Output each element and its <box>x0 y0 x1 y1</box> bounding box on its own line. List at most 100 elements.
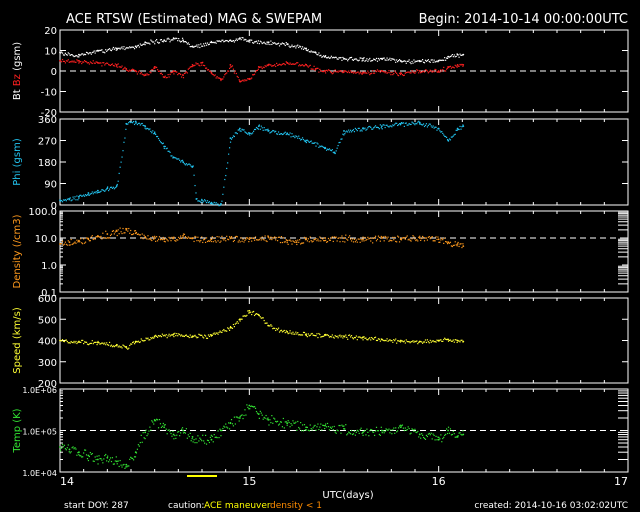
data-point <box>65 449 67 451</box>
data-point <box>271 43 273 46</box>
data-point <box>253 73 256 75</box>
data-point <box>442 69 444 71</box>
data-point <box>122 464 124 466</box>
data-point <box>82 53 84 55</box>
data-point <box>361 337 363 339</box>
data-point <box>357 127 359 130</box>
data-point <box>246 404 248 406</box>
data-point <box>412 122 414 124</box>
data-point <box>188 237 190 239</box>
data-point <box>247 310 249 312</box>
data-point <box>107 49 109 51</box>
data-point <box>303 236 306 239</box>
data-point <box>312 240 314 242</box>
data-point <box>246 40 248 43</box>
data-point <box>299 137 301 140</box>
data-point <box>445 338 447 340</box>
data-point <box>408 341 410 343</box>
data-point <box>421 235 424 238</box>
data-point <box>236 236 238 238</box>
data-point <box>156 135 158 138</box>
data-point <box>239 81 241 83</box>
data-point <box>193 174 195 176</box>
data-point <box>287 332 289 335</box>
data-point <box>193 439 195 441</box>
data-point <box>108 237 110 239</box>
data-point <box>311 429 313 431</box>
data-point <box>201 198 203 201</box>
data-point <box>207 69 210 71</box>
data-point <box>441 70 443 72</box>
data-point <box>142 74 144 76</box>
data-point <box>216 332 218 334</box>
data-point <box>339 70 341 73</box>
data-point <box>166 76 168 79</box>
data-point <box>163 145 166 148</box>
data-point <box>85 51 88 54</box>
data-point <box>305 237 308 239</box>
data-point <box>150 239 152 241</box>
data-point <box>429 339 431 341</box>
data-point <box>280 133 283 135</box>
data-point <box>157 238 160 240</box>
data-point <box>144 339 146 342</box>
data-point <box>240 80 242 83</box>
data-point <box>167 150 169 152</box>
data-point <box>140 44 142 46</box>
data-point <box>272 42 274 44</box>
data-point <box>265 322 267 324</box>
data-point <box>400 425 403 427</box>
data-point <box>306 65 308 67</box>
data-point <box>99 62 101 64</box>
data-point <box>105 230 107 232</box>
data-point <box>308 141 310 143</box>
data-point <box>293 333 295 335</box>
data-point <box>395 61 397 63</box>
data-point <box>248 404 251 407</box>
data-point <box>240 38 242 41</box>
data-point <box>161 333 163 335</box>
data-point <box>330 150 332 152</box>
data-point <box>244 409 246 411</box>
data-point <box>242 315 244 317</box>
data-point <box>368 126 370 128</box>
data-point <box>172 433 175 436</box>
data-point <box>217 77 219 79</box>
data-point <box>410 62 412 65</box>
data-point <box>412 428 414 431</box>
data-point <box>258 239 260 241</box>
data-point <box>131 69 133 71</box>
data-point <box>174 239 176 242</box>
data-point <box>335 150 337 152</box>
data-point <box>394 123 396 125</box>
data-point <box>66 54 68 56</box>
data-point <box>139 124 141 126</box>
data-point <box>164 40 166 42</box>
data-point <box>171 435 173 437</box>
data-point <box>119 346 121 348</box>
data-point <box>194 45 196 47</box>
data-point <box>383 240 385 242</box>
data-point <box>411 428 413 430</box>
data-point <box>354 58 356 60</box>
data-point <box>94 62 96 64</box>
data-point <box>82 195 84 197</box>
data-point <box>306 336 308 338</box>
data-point <box>370 428 372 431</box>
data-point <box>255 313 258 315</box>
data-point <box>64 339 67 341</box>
data-point <box>115 47 118 50</box>
data-point <box>302 65 305 67</box>
data-point <box>293 63 295 66</box>
data-point <box>270 64 272 66</box>
data-point <box>217 203 219 205</box>
data-point <box>458 56 460 58</box>
data-point <box>334 335 336 337</box>
data-point <box>276 133 278 135</box>
data-point <box>121 46 123 48</box>
data-point <box>229 237 232 240</box>
data-point <box>226 426 228 428</box>
data-point <box>222 78 224 80</box>
data-point <box>365 59 367 62</box>
data-point <box>405 236 407 238</box>
